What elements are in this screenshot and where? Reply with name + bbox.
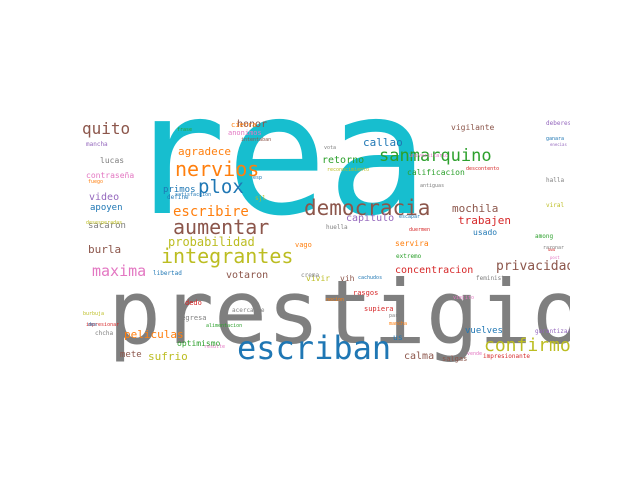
word: usado bbox=[473, 228, 498, 237]
word: probabilidad bbox=[168, 235, 255, 249]
word: huella bbox=[326, 224, 348, 231]
word: cierra bbox=[231, 121, 257, 129]
word: ganara bbox=[546, 136, 565, 142]
word: vuelves bbox=[465, 326, 503, 336]
word: burbuja bbox=[83, 311, 105, 317]
word: video bbox=[89, 192, 120, 203]
word: retorno bbox=[322, 155, 365, 166]
word: honor bbox=[237, 119, 268, 130]
word: satisfaccion bbox=[175, 192, 212, 198]
word: extremo bbox=[396, 253, 422, 260]
word: uwu bbox=[548, 247, 556, 252]
word: salgas bbox=[442, 355, 468, 363]
word: contraseña bbox=[86, 171, 135, 180]
word: vago bbox=[295, 241, 312, 249]
word: resulte bbox=[204, 344, 226, 350]
word: antiguas bbox=[420, 183, 445, 189]
word: apoyen bbox=[90, 203, 123, 213]
word: enecias bbox=[550, 142, 567, 147]
word: crema bbox=[301, 272, 320, 279]
word: among bbox=[535, 233, 554, 240]
word: privacidad bbox=[496, 259, 570, 274]
word: escapar bbox=[399, 214, 421, 220]
word: agradece bbox=[178, 145, 231, 158]
word: escriban bbox=[237, 329, 392, 364]
word: razonar bbox=[543, 245, 565, 251]
word: primos bbox=[163, 185, 196, 195]
word: mete bbox=[120, 350, 142, 360]
word: sjl bbox=[255, 195, 266, 202]
word: callao bbox=[363, 136, 403, 149]
word: impresionar bbox=[86, 322, 120, 328]
word: votaron bbox=[226, 270, 269, 281]
word-cloud: rea prestigio escriban democracia integr… bbox=[80, 118, 570, 364]
word: libertad bbox=[153, 270, 182, 277]
word: garantizar bbox=[535, 328, 570, 335]
word: calificacion bbox=[407, 168, 465, 177]
word: rasgos bbox=[353, 289, 379, 297]
word: descontento bbox=[466, 166, 500, 172]
word: esp bbox=[253, 175, 263, 181]
word: quito bbox=[82, 119, 131, 138]
word: vivir bbox=[306, 274, 331, 283]
word: supiera bbox=[364, 305, 394, 313]
word: rea bbox=[125, 118, 429, 253]
word: deberes bbox=[546, 120, 570, 127]
word: cachudos bbox=[358, 275, 383, 281]
word: dedo bbox=[185, 299, 202, 307]
word: vende bbox=[467, 351, 483, 357]
word: optimismo bbox=[177, 339, 221, 348]
word: integrantes bbox=[161, 244, 294, 268]
word: regresa bbox=[177, 314, 207, 322]
word: mancha bbox=[389, 321, 408, 327]
word: aumentar bbox=[173, 215, 270, 239]
word: acercarse bbox=[232, 307, 265, 314]
word: vigilante bbox=[451, 123, 495, 132]
word: vih bbox=[340, 274, 355, 283]
word: nervios bbox=[175, 157, 260, 181]
word: capitulo bbox=[346, 213, 395, 224]
word: desesperadas bbox=[86, 220, 123, 226]
word: viral bbox=[546, 202, 565, 209]
word: feminista bbox=[476, 275, 509, 282]
word: define bbox=[167, 194, 189, 201]
word: anonimos bbox=[228, 129, 262, 137]
word: duermen bbox=[409, 227, 431, 233]
word: mancha bbox=[86, 141, 108, 148]
word: halla bbox=[546, 177, 565, 184]
word: lucas bbox=[100, 156, 125, 165]
word: nocion bbox=[326, 297, 345, 303]
word: escribire bbox=[173, 204, 249, 220]
word: reconocimiento bbox=[327, 167, 370, 173]
word: post bbox=[550, 255, 560, 260]
word: peliculas bbox=[124, 328, 184, 341]
word: plox bbox=[198, 176, 244, 198]
word: chcha bbox=[95, 330, 114, 337]
word: parta bbox=[389, 313, 405, 319]
word: trabajen bbox=[458, 214, 511, 227]
word: prestigio bbox=[108, 261, 570, 364]
word: burla bbox=[88, 243, 122, 256]
word: calma bbox=[404, 351, 435, 362]
word: impresionante bbox=[483, 353, 530, 360]
word: servira bbox=[395, 239, 429, 248]
word: des bbox=[88, 322, 98, 328]
word: sanmarquino bbox=[379, 146, 492, 166]
word: vota bbox=[324, 145, 337, 151]
word: viejito bbox=[453, 295, 475, 301]
word: maxima bbox=[92, 262, 147, 280]
word: fuego bbox=[88, 179, 104, 185]
word: sacaron bbox=[88, 221, 126, 231]
word: frase bbox=[177, 127, 193, 133]
word: mochila bbox=[452, 202, 499, 215]
word: democracia bbox=[304, 196, 431, 220]
word: intentaban bbox=[241, 137, 272, 143]
word: confirmo bbox=[484, 335, 570, 356]
word: anal bbox=[280, 314, 293, 320]
word: concentracion bbox=[395, 265, 474, 276]
word: sufrio bbox=[148, 350, 188, 363]
word: alimentacion bbox=[206, 323, 243, 329]
word: universitario bbox=[409, 153, 449, 159]
word: us bbox=[393, 333, 403, 342]
